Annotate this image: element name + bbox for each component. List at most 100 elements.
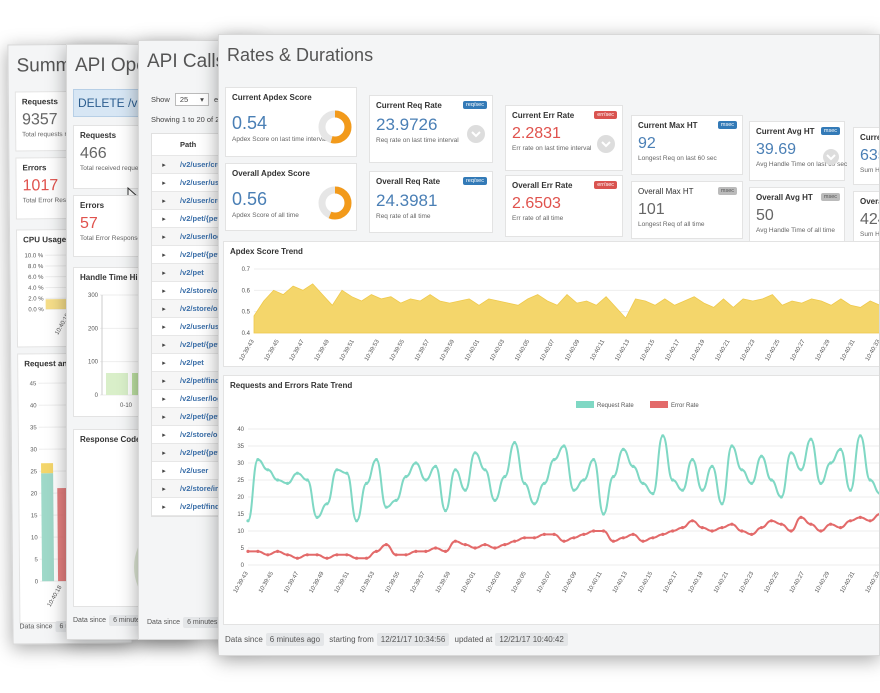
series-point[interactable] xyxy=(325,556,329,560)
series-point[interactable] xyxy=(384,543,388,547)
series-point[interactable] xyxy=(621,536,625,540)
series-point[interactable] xyxy=(532,502,536,506)
series-point[interactable] xyxy=(592,529,596,533)
series-point[interactable] xyxy=(671,478,675,482)
table-row[interactable]: ▸ /v2/pet/{pet xyxy=(152,210,257,228)
series-point[interactable] xyxy=(710,464,714,468)
series-point[interactable] xyxy=(473,451,477,455)
expand-icon[interactable]: ▸ xyxy=(162,287,166,295)
path-cell[interactable]: /v2/pet xyxy=(180,268,204,277)
series-point[interactable] xyxy=(730,444,734,448)
series-point[interactable] xyxy=(621,447,625,451)
series-point[interactable] xyxy=(285,481,290,485)
series-point[interactable] xyxy=(522,481,527,485)
series-point[interactable] xyxy=(819,529,823,533)
series-point[interactable] xyxy=(246,549,250,553)
expand-icon[interactable]: ▸ xyxy=(162,341,166,349)
series-point[interactable] xyxy=(611,475,615,479)
path-cell[interactable]: /v2/pet/{pet xyxy=(180,412,221,421)
path-cell[interactable]: /v2/user/use xyxy=(180,322,224,331)
table-row[interactable]: ▸ /v2/store/orc xyxy=(152,426,257,444)
series-point[interactable] xyxy=(572,488,576,492)
series-point[interactable] xyxy=(542,532,546,536)
series-point[interactable] xyxy=(394,498,398,502)
series-point[interactable] xyxy=(858,434,862,438)
table-row[interactable]: ▸ /v2/pet/findB xyxy=(152,498,257,516)
series-point[interactable] xyxy=(858,515,862,519)
series-point[interactable] xyxy=(829,461,833,465)
table-row[interactable]: ▸ /v2/user/use xyxy=(152,174,257,192)
series-point[interactable] xyxy=(503,475,507,479)
path-cell[interactable]: /v2/pet/{pet xyxy=(180,340,221,349)
series-point[interactable] xyxy=(256,458,260,462)
series-point[interactable] xyxy=(285,553,290,557)
expand-icon[interactable]: ▸ xyxy=(162,359,166,367)
series-point[interactable] xyxy=(562,539,566,543)
series-point[interactable] xyxy=(305,478,309,482)
series-point[interactable] xyxy=(532,536,536,540)
series-point[interactable] xyxy=(799,515,803,519)
series-point[interactable] xyxy=(700,488,704,492)
series-point[interactable] xyxy=(404,475,408,479)
expand-icon[interactable]: ▸ xyxy=(162,269,166,277)
path-cell[interactable]: /v2/pet/findB xyxy=(180,376,226,385)
series-point[interactable] xyxy=(424,478,428,482)
series-point[interactable] xyxy=(424,549,428,553)
series-point[interactable] xyxy=(720,502,724,506)
expand-icon[interactable]: ▸ xyxy=(162,215,166,223)
series-point[interactable] xyxy=(552,532,556,536)
series-point[interactable] xyxy=(750,532,754,536)
expand-icon[interactable]: ▸ xyxy=(162,503,166,511)
series-point[interactable] xyxy=(641,481,645,485)
series-point[interactable] xyxy=(789,529,793,533)
series-point[interactable] xyxy=(582,532,586,536)
series-point[interactable] xyxy=(513,441,517,445)
chevron-down-icon[interactable] xyxy=(466,124,486,144)
expand-icon[interactable]: ▸ xyxy=(162,179,166,187)
series-point[interactable] xyxy=(463,488,467,492)
expand-icon[interactable]: ▸ xyxy=(162,233,166,241)
series-point[interactable] xyxy=(552,458,556,462)
chevron-down-icon[interactable] xyxy=(596,134,616,154)
path-cell[interactable]: /v2/store/orc xyxy=(180,286,225,295)
series-point[interactable] xyxy=(720,526,724,530)
series-point[interactable] xyxy=(651,536,655,540)
path-cell[interactable]: /v2/pet xyxy=(180,358,204,367)
series-point[interactable] xyxy=(414,461,418,465)
series-point[interactable] xyxy=(710,529,714,533)
expand-icon[interactable]: ▸ xyxy=(162,197,166,205)
series-point[interactable] xyxy=(325,502,329,506)
path-header[interactable]: Path xyxy=(180,140,197,149)
series-point[interactable] xyxy=(601,529,606,533)
series-point[interactable] xyxy=(868,478,872,482)
series-point[interactable] xyxy=(315,553,319,557)
series-point[interactable] xyxy=(809,522,813,526)
legend-swatch[interactable] xyxy=(650,401,668,408)
series-point[interactable] xyxy=(493,498,497,502)
series-point[interactable] xyxy=(779,522,783,526)
series-point[interactable] xyxy=(759,526,764,530)
series-point[interactable] xyxy=(601,512,606,516)
series-point[interactable] xyxy=(276,478,280,482)
path-cell[interactable]: /v2/user/logi xyxy=(180,394,224,403)
table-row[interactable]: ▸ /v2/user/use xyxy=(152,318,257,336)
series-point[interactable] xyxy=(443,509,448,513)
series-point[interactable] xyxy=(740,468,744,472)
series-point[interactable] xyxy=(690,458,694,462)
series-point[interactable] xyxy=(483,468,487,472)
series-point[interactable] xyxy=(374,549,378,553)
series-point[interactable] xyxy=(651,492,655,496)
series-point[interactable] xyxy=(404,553,408,557)
expand-icon[interactable]: ▸ xyxy=(162,413,166,421)
series-point[interactable] xyxy=(878,512,880,516)
chevron-down-icon[interactable] xyxy=(822,148,840,166)
path-cell[interactable]: /v2/store/orc xyxy=(180,430,225,439)
series-point[interactable] xyxy=(868,519,872,523)
legend-label[interactable]: Request Rate xyxy=(597,403,634,409)
series-point[interactable] xyxy=(503,543,507,547)
expand-icon[interactable]: ▸ xyxy=(162,431,166,439)
series-point[interactable] xyxy=(473,546,477,550)
series-point[interactable] xyxy=(315,515,319,519)
series-point[interactable] xyxy=(374,458,378,462)
series-point[interactable] xyxy=(463,543,467,547)
